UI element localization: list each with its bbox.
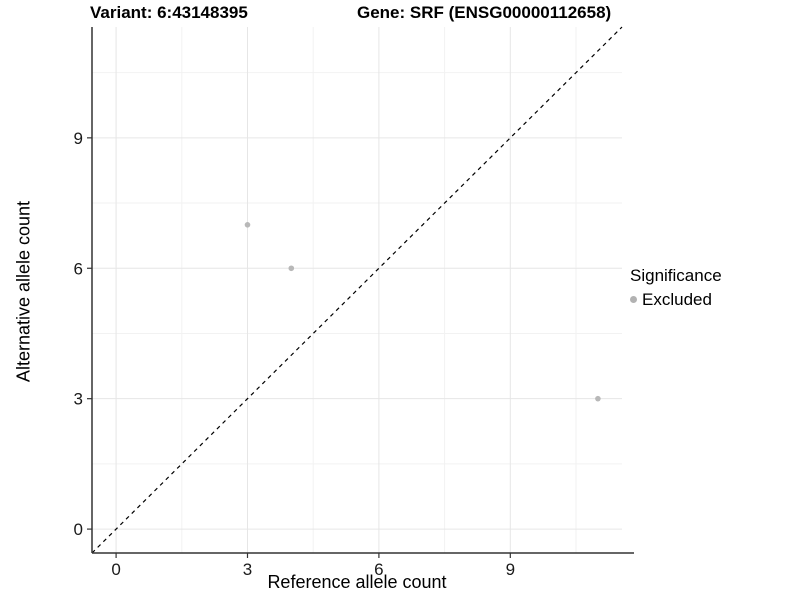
plot-title-gene: Gene: SRF (ENSG00000112658) [357,3,612,22]
x-axis-label: Reference allele count [267,572,447,592]
y-tick-label: 3 [74,390,83,409]
legend-item-excluded: Excluded [630,290,722,309]
y-tick-label: 9 [74,129,83,148]
plot-title-variant: Variant: 6:43148395 [90,3,248,22]
identity-line [91,26,623,554]
legend: Significance Excluded [630,266,722,309]
legend-title: Significance [630,266,722,285]
data-point [288,265,295,272]
y-tick-label: 0 [74,520,83,539]
x-tick-label: 0 [111,560,120,579]
y-axis-label: Alternative allele count [13,200,34,383]
y-tick-label: 6 [74,259,83,278]
data-point [244,221,251,228]
x-tick-label: 6 [374,560,383,579]
legend-item-label: Excluded [642,290,712,309]
x-tick-label: 9 [506,560,515,579]
x-tick-label: 3 [243,560,252,579]
data-point [595,395,601,402]
legend-key-dot [630,296,637,303]
